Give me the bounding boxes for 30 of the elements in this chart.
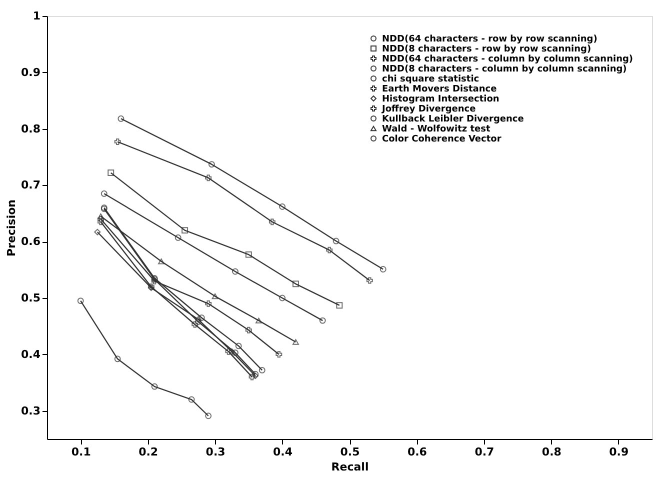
x-axis-title: Recall: [331, 460, 369, 474]
legend-label: Histogram Intersection: [382, 94, 500, 104]
legend-label: Wald - Wolfowitz test: [382, 124, 492, 134]
y-tick-label: 0.5: [21, 292, 40, 304]
x-tick-label: 0.6: [407, 446, 428, 458]
y-tick-label: 0.3: [21, 404, 40, 418]
legend-label: NDD(64 characters - row by row scanning): [382, 34, 598, 44]
legend-label: chi square statistic: [382, 74, 480, 84]
x-tick-label: 0.5: [340, 446, 360, 458]
legend-label: NDD(8 characters - row by row scanning): [382, 44, 592, 54]
legend-label: NDD(8 characters - column by column scanning): [382, 64, 627, 74]
y-tick-label: 0.6: [21, 235, 41, 248]
x-tick-label: 0.1: [71, 446, 91, 458]
x-tick-label: 0.2: [138, 446, 158, 458]
x-tick-label: 0.8: [542, 446, 562, 458]
y-tick-label: 0.7: [21, 178, 40, 192]
y-tick-label: 0.4: [21, 348, 41, 361]
x-tick-label: 0.7: [474, 446, 494, 458]
legend-label: Kullback Leibler Divergence: [382, 114, 524, 124]
x-tick-label: 0.9: [609, 446, 629, 458]
y-axis-title: Precision: [5, 200, 18, 256]
y-tick-label: 0.9: [21, 66, 40, 79]
y-tick-label: 0.8: [21, 122, 40, 136]
x-tick-label: 0.3: [206, 446, 226, 458]
legend-label: Joffrey Divergence: [381, 104, 476, 114]
x-tick-label: 0.4: [273, 446, 293, 458]
legend-label: Earth Movers Distance: [382, 84, 497, 94]
legend-label: NDD(64 characters - column by column scanning): [382, 54, 634, 64]
legend-label: Color Coherence Vector: [382, 134, 502, 144]
y-tick-label: 1: [32, 10, 40, 22]
